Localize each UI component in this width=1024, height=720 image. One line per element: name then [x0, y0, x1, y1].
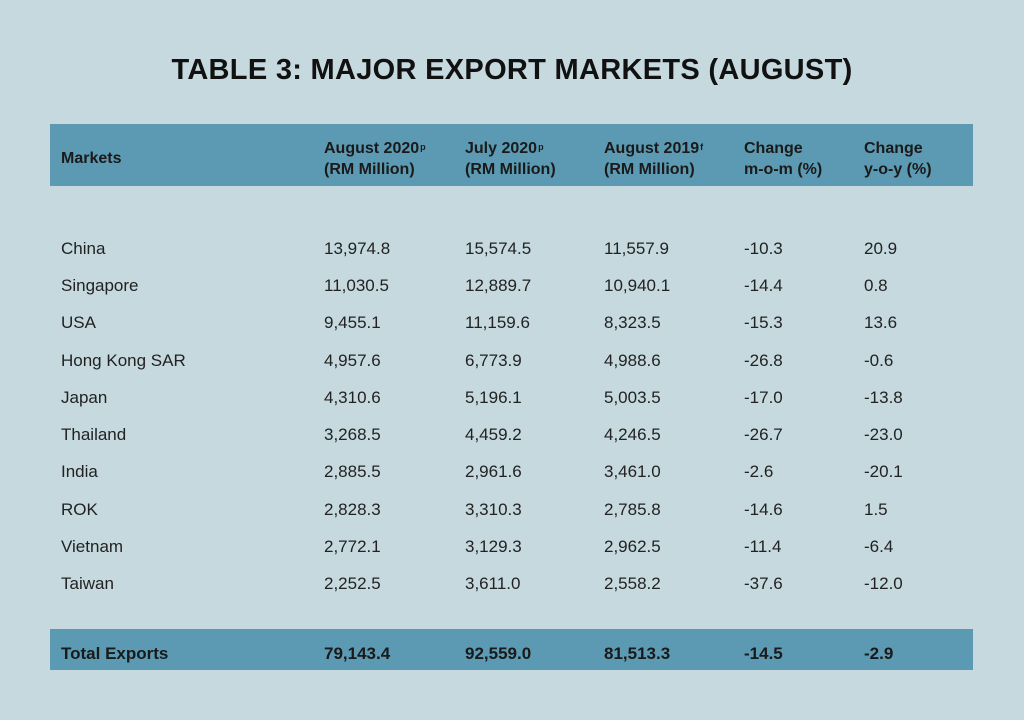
cell-jul2020: 6,773.9: [465, 351, 522, 370]
cell-jul2020: 3,310.3: [465, 500, 522, 519]
cell-aug2020: 4,957.6: [324, 351, 381, 370]
cell-aug2020: 11,030.5: [324, 276, 389, 295]
header-aug2020-sup: p: [420, 142, 426, 152]
cell-aug2020: 2,772.1: [324, 537, 381, 556]
cell-aug2019: 10,940.1: [604, 276, 671, 295]
cell-yoy: 13.6: [864, 313, 898, 332]
cell-market: Japan: [61, 388, 108, 407]
header-aug2020-line1: August 2020: [324, 140, 420, 157]
total-yoy: -2.9: [864, 644, 894, 663]
header-yoy: Change y-o-y (%): [864, 138, 932, 180]
cell-aug2020: 2,885.5: [324, 462, 381, 481]
cell-aug2019: 5,003.5: [604, 388, 661, 407]
total-aug2020: 79,143.4: [324, 644, 391, 663]
cell-yoy: -12.0: [864, 574, 903, 593]
cell-mom: -26.8: [744, 351, 783, 370]
total-market: Total Exports: [61, 644, 169, 663]
header-markets: Markets: [61, 148, 121, 169]
header-jul2020: July 2020p (RM Million): [465, 138, 556, 180]
header-aug2020-line2: (RM Million): [324, 161, 415, 178]
cell-market: Singapore: [61, 276, 139, 295]
cell-mom: -14.4: [744, 276, 783, 295]
cell-market: Vietnam: [61, 537, 124, 556]
cell-mom: -26.7: [744, 425, 783, 444]
header-aug2019-line1: August 2019: [604, 140, 700, 157]
cell-mom: -10.3: [744, 239, 783, 258]
cell-aug2019: 4,246.5: [604, 425, 661, 444]
cell-jul2020: 11,159.6: [465, 313, 530, 332]
cell-aug2019: 2,962.5: [604, 537, 661, 556]
page-title: TABLE 3: MAJOR EXPORT MARKETS (AUGUST): [171, 54, 853, 86]
cell-jul2020: 4,459.2: [465, 425, 522, 444]
cell-aug2019: 3,461.0: [604, 462, 661, 481]
table-header-bar: [50, 124, 973, 186]
cell-yoy: 20.9: [864, 239, 898, 258]
cell-jul2020: 12,889.7: [465, 276, 532, 295]
cell-aug2019: 4,988.6: [604, 351, 661, 370]
header-jul2020-line1: July 2020: [465, 140, 538, 157]
header-mom-line1: Change: [744, 140, 803, 157]
header-aug2019: August 2019f (RM Million): [604, 138, 703, 180]
header-jul2020-sup: p: [538, 142, 544, 152]
header-mom-line2: m-o-m (%): [744, 161, 823, 178]
cell-yoy: -13.8: [864, 388, 903, 407]
cell-market: ROK: [61, 500, 98, 519]
total-row-bar: [50, 629, 973, 670]
cell-jul2020: 15,574.5: [465, 239, 532, 258]
cell-mom: -17.0: [744, 388, 783, 407]
cell-yoy: -20.1: [864, 462, 903, 481]
cell-mom: -15.3: [744, 313, 783, 332]
cell-aug2020: 13,974.8: [324, 239, 391, 258]
header-aug2019-sup: f: [700, 142, 704, 152]
cell-jul2020: 3,611.0: [465, 574, 521, 593]
cell-aug2019: 8,323.5: [604, 313, 661, 332]
cell-yoy: 1.5: [864, 500, 888, 519]
cell-aug2020: 4,310.6: [324, 388, 381, 407]
cell-market: India: [61, 462, 98, 481]
cell-aug2019: 2,558.2: [604, 574, 661, 593]
header-mom: Change m-o-m (%): [744, 138, 822, 180]
cell-market: Taiwan: [61, 574, 114, 593]
header-markets-label: Markets: [61, 150, 122, 167]
total-jul2020: 92,559.0: [465, 644, 532, 663]
cell-aug2020: 3,268.5: [324, 425, 381, 444]
header-aug2020: August 2020p (RM Million): [324, 138, 426, 180]
header-jul2020-line2: (RM Million): [465, 161, 556, 178]
total-aug2019: 81,513.3: [604, 644, 671, 663]
cell-market: Thailand: [61, 425, 127, 444]
cell-aug2019: 11,557.9: [604, 239, 669, 258]
cell-aug2020: 2,252.5: [324, 574, 381, 593]
cell-mom: -14.6: [744, 500, 783, 519]
cell-market: Hong Kong SAR: [61, 351, 186, 370]
header-aug2019-line2: (RM Million): [604, 161, 695, 178]
cell-yoy: -0.6: [864, 351, 894, 370]
cell-aug2020: 9,455.1: [324, 313, 381, 332]
cell-market: China: [61, 239, 106, 258]
cell-market: USA: [61, 313, 96, 332]
header-yoy-line2: y-o-y (%): [864, 161, 932, 178]
cell-jul2020: 2,961.6: [465, 462, 522, 481]
cell-aug2019: 2,785.8: [604, 500, 661, 519]
cell-mom: -37.6: [744, 574, 783, 593]
cell-jul2020: 3,129.3: [465, 537, 522, 556]
cell-yoy: -23.0: [864, 425, 903, 444]
cell-yoy: -6.4: [864, 537, 894, 556]
cell-mom: -11.4: [744, 537, 782, 556]
cell-aug2020: 2,828.3: [324, 500, 381, 519]
cell-yoy: 0.8: [864, 276, 888, 295]
header-yoy-line1: Change: [864, 140, 923, 157]
cell-mom: -2.6: [744, 462, 774, 481]
cell-jul2020: 5,196.1: [465, 388, 522, 407]
total-mom: -14.5: [744, 644, 783, 663]
